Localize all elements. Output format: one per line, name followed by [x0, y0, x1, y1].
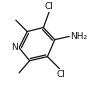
Text: Cl: Cl — [45, 2, 54, 11]
Text: NH₂: NH₂ — [70, 32, 87, 41]
Text: N: N — [12, 43, 18, 52]
Text: Cl: Cl — [57, 70, 66, 79]
